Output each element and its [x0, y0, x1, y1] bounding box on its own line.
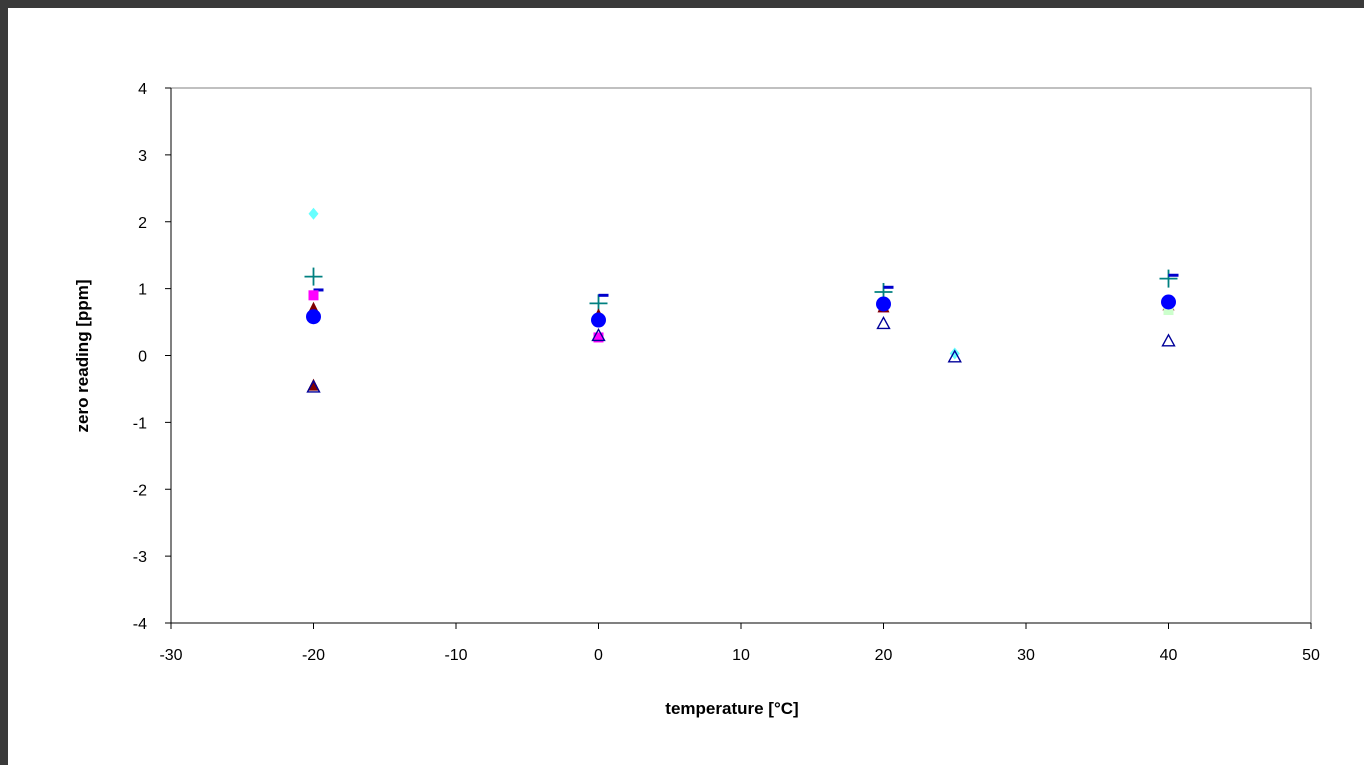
y-tick-label: 4: [138, 81, 147, 98]
x-tick-label: -20: [302, 647, 325, 664]
series-8: [306, 315, 1176, 393]
data-point-open-triangle: [1161, 333, 1176, 347]
x-tick-label: 0: [594, 647, 603, 664]
data-point-open-triangle: [947, 349, 962, 363]
data-point-square: [308, 290, 319, 301]
x-tick-label: 10: [732, 647, 750, 664]
series-3: [313, 273, 1179, 297]
series-7: [306, 294, 1176, 328]
data-point-plus: [304, 267, 323, 286]
data-point-open-triangle: [306, 379, 321, 393]
data-point-diamond: [308, 207, 319, 220]
y-axis-ticks: 4 3 2 1 0 -1 -2 -3 -4: [133, 81, 171, 633]
data-point-open-triangle: [876, 315, 891, 330]
y-tick-label: 2: [138, 215, 147, 232]
x-tick-label: 30: [1017, 647, 1035, 664]
x-tick-label: 40: [1160, 647, 1178, 664]
data-point-square: [1163, 305, 1174, 316]
y-axis-title: zero reading [ppm]: [73, 279, 92, 432]
data-point-circle: [876, 296, 891, 312]
y-tick-label: -4: [133, 616, 147, 633]
x-axis-title: temperature [°C]: [665, 699, 798, 718]
data-point-open-triangle: [591, 327, 606, 342]
y-tick-label: -3: [133, 549, 147, 566]
plot-area: [170, 87, 1312, 624]
y-tick-label: -2: [133, 482, 147, 499]
data-point-square: [593, 332, 604, 343]
y-tick-label: -1: [133, 415, 147, 432]
data-point-plus: [1159, 269, 1178, 288]
y-tick-label: 1: [138, 282, 147, 299]
x-axis-ticks: -30 -20 -10 0 10 20 30 40 50: [159, 623, 1320, 664]
x-tick-label: 50: [1302, 647, 1320, 664]
data-point-circle: [1161, 294, 1176, 310]
plot-border: [170, 87, 1312, 624]
data-point-circle: [591, 312, 606, 328]
x-tick-label: 20: [875, 647, 893, 664]
x-tick-label: -10: [444, 647, 467, 664]
data-points: [304, 207, 1179, 393]
y-tick-label: 0: [138, 349, 147, 366]
y-tick-label: 3: [138, 148, 147, 165]
data-point-circle: [306, 309, 321, 325]
x-tick-label: -30: [159, 647, 182, 664]
